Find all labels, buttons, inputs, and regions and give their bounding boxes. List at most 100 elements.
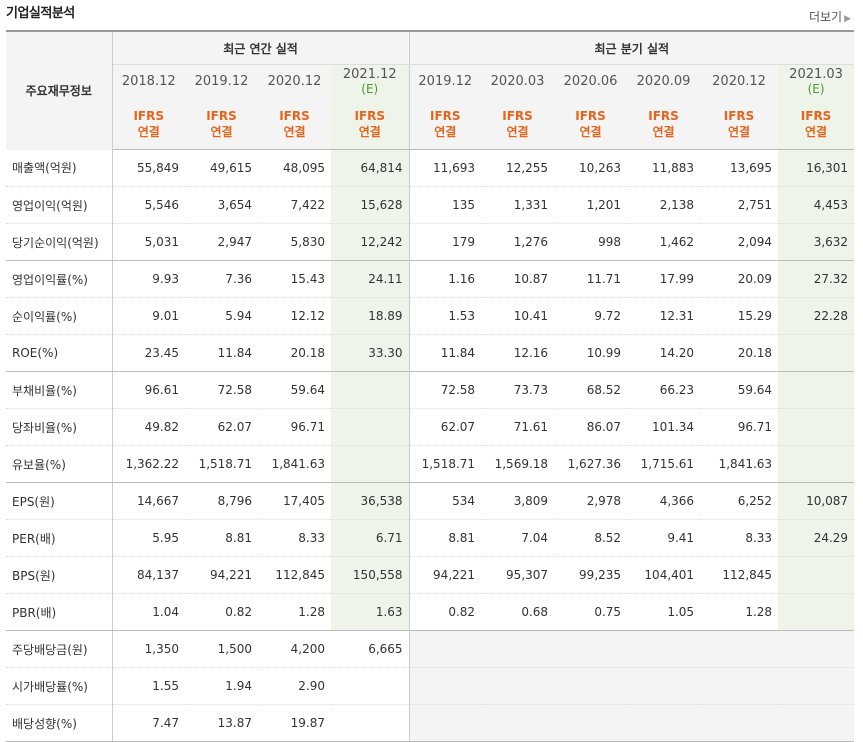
period-header: 2020.03	[481, 64, 555, 99]
table-cell: 10.41	[481, 297, 555, 335]
table-cell: 0.75	[554, 593, 628, 631]
table-cell: 1.63	[331, 593, 410, 631]
table-cell: 1,500	[185, 630, 258, 668]
table-cell: 11,693	[409, 149, 482, 187]
period-label: 2020.09	[636, 74, 691, 89]
table-cell: 55,849	[112, 149, 185, 187]
table-cell: 101.34	[627, 408, 701, 446]
table-cell: 4,453	[778, 186, 855, 224]
quarter-group-header: 최근 분기 실적	[409, 30, 855, 65]
table-cell	[481, 630, 555, 668]
table-cell	[778, 556, 855, 594]
consolidated-label: 연결	[728, 125, 751, 139]
table-cell	[554, 667, 628, 705]
table-cell: 1,627.36	[554, 445, 628, 483]
table-cell: 66.23	[627, 371, 701, 409]
table-cell: 23.45	[112, 334, 185, 372]
table-cell: 9.01	[112, 297, 185, 335]
table-cell: 5,830	[258, 223, 331, 261]
table-cell: 0.82	[185, 593, 258, 631]
period-label: 2020.12	[712, 74, 766, 89]
consolidated-label: 연결	[358, 125, 381, 139]
row-label: 당좌비율(%)	[6, 408, 113, 446]
table-cell: 20.18	[258, 334, 331, 372]
table-cell: 73.73	[481, 371, 555, 409]
table-cell: 1,362.22	[112, 445, 185, 483]
table-cell: 5,546	[112, 186, 185, 224]
ifrs-label: IFRS	[800, 109, 832, 123]
table-cell: 2.90	[258, 667, 331, 705]
ifrs-header: IFRS 연결	[700, 99, 779, 150]
table-cell	[700, 630, 779, 668]
row-label: 시가배당률(%)	[6, 667, 113, 705]
table-cell: 1.55	[112, 667, 185, 705]
table-cell: 27.32	[778, 260, 855, 298]
table-cell: 71.61	[481, 408, 555, 446]
table-cell	[331, 371, 410, 409]
row-label: 매출액(억원)	[6, 149, 113, 187]
table-cell: 48,095	[258, 149, 331, 187]
table-cell	[778, 630, 855, 668]
table-cell	[409, 704, 482, 742]
annual-group-header: 최근 연간 실적	[112, 30, 410, 65]
more-link[interactable]: 더보기 ▶	[809, 8, 851, 25]
row-label: 영업이익률(%)	[6, 260, 113, 298]
table-cell: 24.29	[778, 519, 855, 557]
ifrs-header: IFRS 연결	[331, 99, 410, 150]
row-label: ROE(%)	[6, 334, 113, 372]
more-link-label: 더보기	[808, 10, 843, 24]
period-label: 2019.12	[418, 74, 473, 89]
table-cell	[481, 667, 555, 705]
table-cell: 10,087	[778, 482, 855, 520]
table-cell: 12.12	[258, 297, 331, 335]
table-cell: 6.71	[331, 519, 410, 557]
row-label: 배당성향(%)	[6, 704, 113, 742]
table-row: 주당배당금(원) 1,350 1,500 4,200 6,665	[6, 630, 855, 668]
table-row: 시가배당률(%) 1.55 1.94 2.90	[6, 667, 855, 705]
period-label: 2020.12	[267, 74, 322, 89]
table-cell: 1,331	[481, 186, 555, 224]
table-cell: 150,558	[331, 556, 410, 594]
period-label: 2021.03	[789, 67, 843, 82]
table-cell: 12,255	[481, 149, 555, 187]
table-cell: 534	[409, 482, 482, 520]
table-cell: 1.05	[627, 593, 701, 631]
table-cell	[331, 408, 410, 446]
consolidated-label: 연결	[652, 125, 675, 139]
table-cell: 104,401	[627, 556, 701, 594]
table-cell	[409, 630, 482, 668]
table-row: 배당성향(%) 7.47 13.87 19.87	[6, 704, 855, 742]
table-cell: 1,276	[481, 223, 555, 261]
period-label: 2018.12	[121, 74, 176, 89]
table-cell	[778, 593, 855, 631]
row-label: 유보율(%)	[6, 445, 113, 483]
table-cell: 17.99	[627, 260, 701, 298]
consolidated-label: 연결	[283, 125, 306, 139]
table-cell: 12,242	[331, 223, 410, 261]
table-cell: 10.99	[554, 334, 628, 372]
table-row: PBR(배) 1.04 0.82 1.28 1.63 0.82 0.68 0.75 1.05 1.…	[6, 593, 855, 631]
table-cell: 72.58	[409, 371, 482, 409]
table-cell: 8.81	[185, 519, 258, 557]
table-cell: 8.33	[258, 519, 331, 557]
estimate-mark: (E)	[807, 82, 825, 96]
table-cell: 0.68	[481, 593, 555, 631]
table-cell: 7.47	[112, 704, 185, 742]
ifrs-header: IFRS 연결	[554, 99, 628, 150]
row-label: 당기순이익(억원)	[6, 223, 113, 261]
table-cell: 4,200	[258, 630, 331, 668]
table-cell: 3,632	[778, 223, 855, 261]
table-cell: 15.43	[258, 260, 331, 298]
table-cell: 112,845	[258, 556, 331, 594]
table-row: EPS(원) 14,667 8,796 17,405 36,538 534 3,809 2,9…	[6, 482, 855, 520]
table-cell: 99,235	[554, 556, 628, 594]
period-header: 2018.12	[112, 64, 185, 99]
table-cell: 8.81	[409, 519, 482, 557]
table-cell	[409, 667, 482, 705]
row-label: 주당배당금(원)	[6, 630, 113, 668]
consolidated-label: 연결	[579, 125, 602, 139]
table-cell: 1.53	[409, 297, 482, 335]
ifrs-header: IFRS 연결	[112, 99, 185, 150]
row-label: 부채비율(%)	[6, 371, 113, 409]
table-cell: 59.64	[700, 371, 779, 409]
